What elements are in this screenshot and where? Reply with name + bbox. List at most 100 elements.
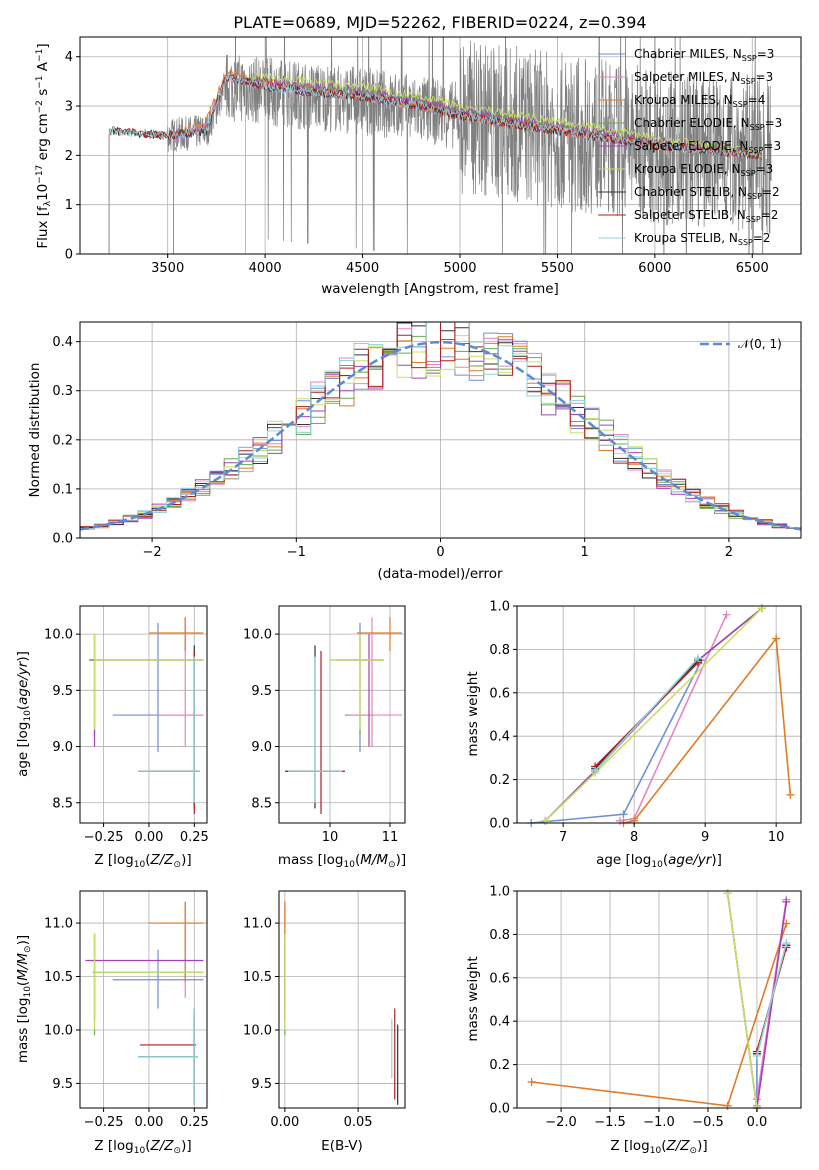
weight-z-xlabel: Z [log10(Z/Z⊙)] bbox=[610, 1138, 707, 1156]
age-z-panel: −0.25 0.00 0.25 8.5 9.0 9.5 10.0 bbox=[44, 605, 209, 845]
age-z-xtick-label: 0.00 bbox=[134, 830, 163, 845]
spectrum-ylabel: Flux [fλ10−17 erg cm−2 s−1 A−1] bbox=[35, 43, 53, 248]
mass-ebv-ticks: 0.00 0.05 9.5 10.0 10.5 11.0 bbox=[243, 917, 373, 1130]
mass-z-xtick-label: 0.00 bbox=[134, 1115, 163, 1130]
model-spectrum-line bbox=[108, 74, 762, 254]
weight-age-plot bbox=[527, 604, 795, 827]
weight-marker bbox=[752, 1095, 761, 1104]
weight-marker bbox=[752, 1051, 761, 1060]
mass-z-ticks: −0.25 0.00 0.25 9.5 10.0 10.5 11.0 bbox=[44, 917, 209, 1130]
weight-age-ylabel: mass weight bbox=[465, 671, 481, 756]
residual-xtick-label: −2 bbox=[143, 545, 162, 560]
spectrum-panel: 3500 4000 4500 5000 5500 6000 6500 0 1 2 3 4 Chabri… bbox=[65, 36, 802, 276]
mass-ebv-frame bbox=[278, 890, 406, 1109]
weight-z-xtick-label: 0.0 bbox=[747, 1115, 768, 1130]
weight-marker bbox=[694, 654, 703, 663]
weight-marker bbox=[722, 610, 731, 619]
residual-xtick-label: 1 bbox=[581, 545, 589, 560]
weight-z-xtick-label: −2.0 bbox=[545, 1115, 577, 1130]
spectrum-xlabel: wavelength [Angstrom, rest frame] bbox=[321, 281, 559, 297]
residual-ytick-label: 0.1 bbox=[52, 482, 73, 497]
mass-ebv-grid bbox=[279, 891, 405, 1108]
mass-z-xtick-label: −0.25 bbox=[84, 1115, 124, 1130]
residual-plot bbox=[80, 322, 801, 533]
legend-label: Chabrier MILES, NSSP=3 bbox=[634, 47, 774, 63]
legend-label: Kroupa ELODIE, NSSP=3 bbox=[634, 162, 773, 178]
spectrum-xtick-label: 6000 bbox=[638, 261, 671, 276]
weight-age-xtick-label: 10 bbox=[768, 830, 785, 845]
residual-xlabel: (data-model)/error bbox=[377, 566, 503, 582]
age-z-ylabel: age [log10(age/yr)] bbox=[15, 651, 33, 777]
spectrum-frame bbox=[79, 36, 802, 255]
spectrum-ytick-label: 4 bbox=[65, 50, 73, 65]
weight-marker bbox=[619, 810, 628, 819]
age-mass-frame bbox=[278, 605, 406, 824]
weight-age-ytick-label: 0.8 bbox=[489, 643, 510, 658]
age-z-xtick-label: −0.25 bbox=[84, 830, 124, 845]
weight-age-ytick-label: 1.0 bbox=[489, 600, 510, 615]
residual-ylabel: Normed distribution bbox=[27, 363, 43, 498]
age-z-ytick-label: 9.0 bbox=[52, 740, 73, 755]
age-mass-ticks: 10 11 8.5 9.0 9.5 10.0 bbox=[243, 628, 398, 845]
weight-z-ytick-label: 0.0 bbox=[489, 1102, 510, 1117]
mass-z-frame bbox=[79, 890, 208, 1109]
weight-marker bbox=[786, 790, 795, 799]
weight-line bbox=[594, 657, 699, 772]
weight-marker bbox=[782, 939, 791, 948]
weight-marker bbox=[723, 1101, 732, 1110]
weight-z-xtick-label: −0.5 bbox=[692, 1115, 724, 1130]
age-z-xlabel: Z [log10(Z/Z⊙)] bbox=[94, 852, 191, 870]
mass-z-ytick-label: 11.0 bbox=[44, 917, 73, 932]
mass-z-ytick-label: 10.5 bbox=[44, 970, 73, 985]
residual-xtick-label: 0 bbox=[436, 545, 444, 560]
residual-xtick-label: 2 bbox=[725, 545, 733, 560]
mass-ebv-plot bbox=[284, 901, 399, 1105]
weight-line bbox=[544, 607, 763, 822]
spectrum-xtick-label: 3500 bbox=[151, 261, 184, 276]
age-z-ytick-label: 9.5 bbox=[52, 684, 73, 699]
age-mass-ytick-label: 8.5 bbox=[251, 796, 272, 811]
age-z-ytick-label: 10.0 bbox=[44, 628, 73, 643]
spectrum-xtick-label: 5000 bbox=[443, 261, 476, 276]
mass-ebv-ytick-label: 11.0 bbox=[243, 917, 272, 932]
weight-marker bbox=[723, 889, 732, 898]
spectrum-xtick-label: 4500 bbox=[346, 261, 379, 276]
spectrum-lines bbox=[108, 37, 772, 254]
spectrum-xtick-label: 4000 bbox=[249, 261, 282, 276]
age-mass-ytick-label: 9.5 bbox=[251, 684, 272, 699]
spectrum-title: PLATE=0689, MJD=52262, FIBERID=0224, z=0… bbox=[233, 13, 646, 32]
weight-line bbox=[623, 636, 792, 824]
age-z-ticks: −0.25 0.00 0.25 8.5 9.0 9.5 10.0 bbox=[44, 628, 209, 845]
spectrum-legend: Chabrier MILES, NSSP=3 Salpeter MILES, NS… bbox=[598, 47, 782, 247]
mass-ebv-ytick-label: 10.5 bbox=[243, 970, 272, 985]
age-mass-xlabel: mass [log10(M/M⊙)] bbox=[278, 852, 406, 870]
mass-ebv-ytick-label: 9.5 bbox=[251, 1077, 272, 1092]
mass-ebv-xtick-label: 0.00 bbox=[270, 1115, 299, 1130]
age-mass-panel: 10 11 8.5 9.0 9.5 10.0 bbox=[243, 605, 406, 845]
model-spectrum-line bbox=[108, 73, 762, 254]
spectrum-xtick-label: 5500 bbox=[541, 261, 574, 276]
mass-z-plot bbox=[85, 901, 204, 1105]
residual-ytick-label: 0.0 bbox=[52, 532, 73, 547]
legend-label: Kroupa STELIB, NSSP=2 bbox=[634, 231, 771, 247]
weight-marker bbox=[782, 897, 791, 906]
legend-label: Salpeter MILES, NSSP=3 bbox=[634, 70, 773, 86]
weight-z-panel: −2.0 −1.5 −1.0 −0.5 0.0 0.0 0.2 0.4 0.6 0.8 1.0 bbox=[489, 885, 802, 1130]
weight-age-xtick-label: 7 bbox=[559, 830, 567, 845]
weight-z-ytick-label: 1.0 bbox=[489, 885, 510, 900]
weight-line bbox=[756, 942, 788, 1057]
spectrum-ytick-label: 1 bbox=[65, 198, 73, 213]
mass-z-panel: −0.25 0.00 0.25 9.5 10.0 10.5 11.0 bbox=[44, 890, 209, 1130]
residual-lines bbox=[80, 322, 801, 533]
residual-panel: −2 −1 0 1 2 0.0 0.1 0.2 0.3 0.4 𝒩(0, 1) bbox=[52, 321, 802, 560]
age-mass-ytick-label: 10.0 bbox=[243, 628, 272, 643]
weight-marker bbox=[591, 766, 600, 775]
age-mass-xtick-label: 10 bbox=[322, 830, 339, 845]
age-mass-xtick-label: 11 bbox=[382, 830, 399, 845]
residual-ticks: −2 −1 0 1 2 0.0 0.1 0.2 0.3 0.4 bbox=[52, 335, 733, 560]
weight-age-xtick-label: 9 bbox=[701, 830, 709, 845]
residual-ytick-label: 0.4 bbox=[52, 335, 73, 350]
mass-ebv-xlabel: E(B-V) bbox=[321, 1138, 363, 1154]
legend-label: Chabrier ELODIE, NSSP=3 bbox=[634, 116, 782, 132]
